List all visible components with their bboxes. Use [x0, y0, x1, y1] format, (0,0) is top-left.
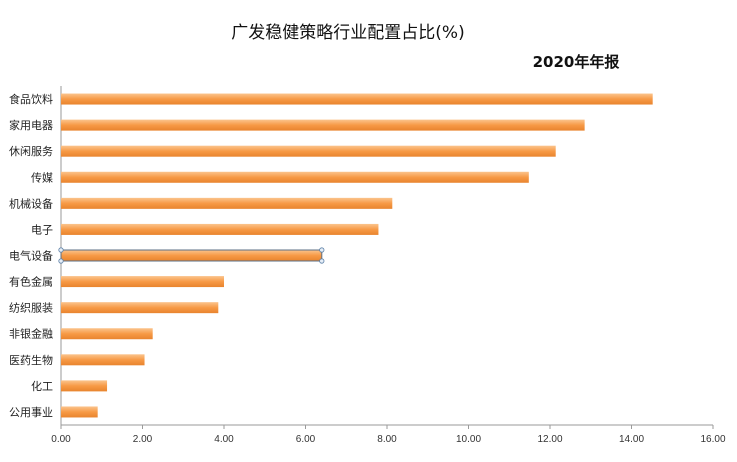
x-tick-label-2: 2.00: [133, 434, 153, 445]
bar-10[interactable]: [61, 328, 153, 340]
category-label-7: 电气设备: [9, 249, 53, 263]
x-tick-label-7: 12.00: [537, 434, 562, 445]
selection-handle-4[interactable]: [319, 258, 325, 264]
selection-handle-1[interactable]: [58, 247, 64, 253]
chart-subtitle: 2020年年报: [533, 53, 620, 71]
category-label-9: 纺织服装: [9, 301, 53, 315]
category-label-11: 医药生物: [9, 353, 53, 367]
chart-title: 广发稳健策略行业配置占比(%): [231, 23, 464, 43]
category-label-8: 有色金属: [9, 275, 53, 289]
bar-12[interactable]: [61, 380, 108, 392]
bar-9[interactable]: [61, 302, 219, 314]
category-label-5: 机械设备: [9, 196, 53, 210]
selection-handle-2[interactable]: [319, 247, 325, 253]
category-label-2: 家用电器: [9, 118, 53, 132]
x-tick-label-5: 8.00: [377, 434, 397, 445]
bar-7[interactable]: [61, 250, 322, 261]
bar-6[interactable]: [61, 223, 379, 235]
x-tick-label-3: 4.00: [214, 434, 234, 445]
category-label-4: 传媒: [31, 171, 53, 184]
category-label-6: 电子: [31, 223, 53, 236]
x-tick-label-8: 14.00: [619, 434, 644, 445]
bar-1[interactable]: [61, 93, 653, 105]
category-label-1: 食品饮料: [9, 92, 53, 106]
x-tick-label-1: 0.00: [51, 434, 71, 445]
category-label-12: 化工: [31, 379, 53, 393]
category-label-10: 非银金融: [9, 327, 53, 341]
x-tick-label-6: 10.00: [456, 434, 481, 445]
x-ticks: 0.00 2.00 4.00 6.00 8.00 10.00 12.00 14.00 16.00: [51, 425, 726, 445]
x-tick-label-4: 6.00: [296, 434, 316, 445]
x-tick-label-9: 16.00: [700, 434, 725, 445]
selection-handle-3[interactable]: [58, 258, 64, 264]
category-labels: 食品饮料家用电器休闲服务传媒机械设备电子电气设备有色金属纺织服装非银金融医药生物…: [9, 92, 53, 419]
bar-8[interactable]: [61, 276, 224, 288]
bar-selection-outline: [60, 249, 323, 262]
category-label-13: 公用事业: [9, 406, 53, 419]
bar-4[interactable]: [61, 171, 529, 183]
bar-2[interactable]: [61, 119, 585, 131]
bar-5[interactable]: [61, 197, 393, 209]
bars-group: [58, 93, 653, 418]
bar-3[interactable]: [61, 145, 556, 157]
category-label-3: 休闲服务: [9, 144, 53, 158]
bar-13[interactable]: [61, 406, 98, 418]
bar-11[interactable]: [61, 354, 145, 366]
